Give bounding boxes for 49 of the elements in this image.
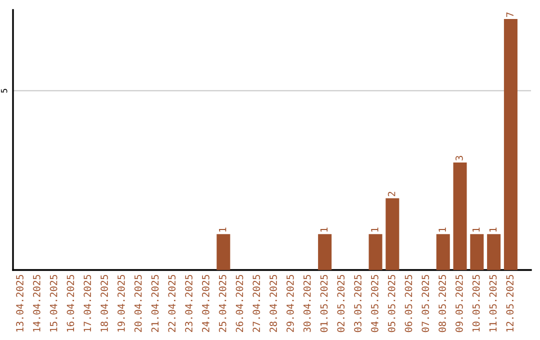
x-tick-label: 27.04.2025	[252, 274, 260, 332]
x-tick-label: 03.05.2025	[354, 274, 362, 332]
bar	[487, 234, 501, 270]
x-tick-label: 13.04.2025	[16, 274, 24, 332]
x-tick-label: 19.04.2025	[118, 274, 125, 332]
x-tick-label: 30.04.2025	[303, 274, 311, 332]
bar	[216, 234, 230, 270]
x-tick-label: 17.04.2025	[84, 274, 92, 332]
x-tick-label: 05.05.2025	[388, 274, 396, 332]
bar	[386, 198, 400, 270]
x-tick-label: 14.04.2025	[33, 274, 40, 332]
x-tick-label: 22.04.2025	[168, 274, 176, 332]
x-tick-label: 10.05.2025	[472, 274, 480, 332]
ref-line-label: 5	[1, 88, 8, 93]
data-label: 7	[506, 12, 514, 17]
x-tick-label: 25.04.2025	[218, 274, 226, 332]
bar	[504, 19, 518, 270]
x-tick-label: 20.04.2025	[134, 274, 142, 332]
x-tick-label: 06.05.2025	[404, 274, 412, 332]
x-tick-label: 29.04.2025	[286, 274, 294, 332]
bar	[453, 162, 467, 270]
x-tick-label: 28.04.2025	[270, 274, 277, 332]
x-tick-label: 18.04.2025	[100, 274, 108, 332]
x-tick-label: 04.05.2025	[371, 274, 378, 332]
bar	[436, 234, 450, 270]
x-tick-label: 26.04.2025	[236, 274, 244, 332]
x-tick-label: 11.05.2025	[489, 274, 497, 332]
x-tick-label: 21.04.2025	[151, 274, 159, 332]
bar	[318, 234, 332, 270]
x-tick-label: 02.05.2025	[337, 274, 345, 332]
x-tick-label: 15.04.2025	[50, 274, 58, 332]
data-label: 1	[489, 228, 497, 232]
x-tick-label: 16.04.2025	[66, 274, 74, 332]
data-label: 1	[219, 228, 226, 232]
x-tick-label: 12.05.2025	[506, 274, 514, 332]
x-tick-label: 07.05.2025	[422, 274, 430, 332]
x-tick-label: 09.05.2025	[456, 274, 463, 332]
data-label: 2	[388, 192, 396, 196]
data-label: 1	[320, 228, 328, 232]
x-tick-label: 24.04.2025	[202, 274, 210, 332]
data-label: 1	[371, 228, 378, 232]
x-tick-label: 23.04.2025	[185, 274, 192, 332]
x-tick-label: 01.05.2025	[320, 274, 328, 332]
bar	[470, 234, 484, 270]
bar	[368, 234, 382, 270]
data-label: 1	[472, 228, 480, 232]
x-tick-label: 08.05.2025	[438, 274, 446, 332]
data-label: 1	[438, 228, 446, 232]
data-label: 3	[456, 156, 463, 160]
